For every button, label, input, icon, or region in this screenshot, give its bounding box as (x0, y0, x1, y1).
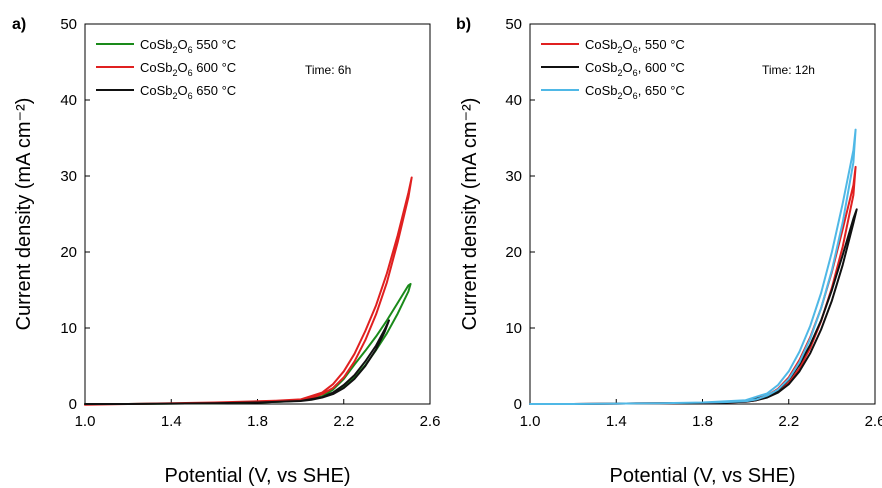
legend-subscript: 2 (173, 91, 178, 101)
x-tick-label: 1.4 (606, 413, 627, 430)
legend-subscript: 2 (618, 68, 623, 78)
legend-subscript: 2 (618, 45, 623, 55)
x-tick-label: 2.2 (778, 413, 799, 430)
x-axis-label: Potential (V, vs SHE) (609, 465, 795, 487)
legend-formula-part: O (178, 37, 188, 52)
legend-entry: CoSb2O6, 550 °C (585, 37, 685, 55)
legend-formula-part: O (623, 37, 633, 52)
series-line (84, 319, 390, 405)
legend-formula-part: O (178, 83, 188, 98)
legend-suffix: , 550 °C (638, 37, 685, 52)
y-tick-label: 0 (69, 396, 77, 413)
legend-suffix: , 600 °C (638, 60, 685, 75)
y-tick-label: 10 (60, 320, 77, 337)
y-tick-label: 0 (514, 396, 522, 413)
x-tick-label: 1.0 (520, 413, 541, 430)
x-axis-label: Potential (V, vs SHE) (164, 465, 350, 487)
y-tick-label: 10 (505, 320, 522, 337)
legend-entry: CoSb2O6, 600 °C (585, 60, 685, 78)
legend-subscript: 6 (188, 68, 193, 78)
legend-formula-part: CoSb (140, 60, 173, 75)
y-tick-label: 40 (60, 92, 77, 109)
legend-formula-part: CoSb (585, 60, 618, 75)
legend-entry: CoSb2O6 600 °C (140, 60, 236, 78)
legend-subscript: 2 (618, 91, 623, 101)
x-tick-label: 2.6 (865, 413, 882, 430)
series-line (84, 176, 413, 406)
legend-subscript: 6 (633, 45, 638, 55)
legend-suffix: 600 °C (193, 60, 237, 75)
legend-subscript: 6 (188, 45, 193, 55)
legend-suffix: 650 °C (193, 83, 237, 98)
y-tick-label: 20 (505, 244, 522, 261)
y-axis-label: Current density (mA cm⁻²) (459, 98, 481, 331)
legend-formula-part: O (623, 83, 633, 98)
y-tick-label: 20 (60, 244, 77, 261)
y-axis-label: Current density (mA cm⁻²) (13, 98, 35, 331)
panel-a: 1.0 1.4 1.8 2.2 2.6 0 10 20 30 40 50 Potential (V, … (12, 16, 440, 487)
panel-label: a) (12, 16, 26, 33)
y-tick-label: 30 (60, 168, 77, 185)
x-tick-label: 2.6 (420, 413, 441, 430)
legend-subscript: 6 (633, 91, 638, 101)
legend-subscript: 2 (173, 68, 178, 78)
legend-subscript: 6 (633, 68, 638, 78)
legend-formula-part: O (178, 60, 188, 75)
x-tick-label: 2.2 (333, 413, 354, 430)
legend-formula-part: CoSb (585, 37, 618, 52)
legend-subscript: 6 (188, 91, 193, 101)
legend-subscript: 2 (173, 45, 178, 55)
legend-formula-part: O (623, 60, 633, 75)
series-line (529, 128, 857, 405)
time-annotation: Time: 6h (305, 63, 351, 77)
y-tick-label: 50 (60, 16, 77, 33)
y-tick-label: 30 (505, 168, 522, 185)
legend-formula-part: CoSb (140, 83, 173, 98)
x-tick-label: 1.8 (692, 413, 713, 430)
legend-formula-part: CoSb (140, 37, 173, 52)
legend-entry: CoSb2O6, 650 °C (585, 83, 685, 101)
legend-entry: CoSb2O6 550 °C (140, 37, 236, 55)
legend-formula-part: CoSb (585, 83, 618, 98)
x-tick-label: 1.4 (161, 413, 182, 430)
x-tick-label: 1.8 (247, 413, 268, 430)
x-tick-label: 1.0 (75, 413, 96, 430)
y-tick-label: 50 (505, 16, 522, 33)
panel-label: b) (456, 16, 471, 33)
time-annotation: Time: 12h (762, 63, 815, 77)
panel-b: 1.0 1.4 1.8 2.2 2.6 0 10 20 30 40 50 Potential (V, … (456, 16, 882, 487)
legend-entry: CoSb2O6 650 °C (140, 83, 236, 101)
legend-suffix: 550 °C (193, 37, 237, 52)
y-tick-label: 40 (505, 92, 522, 109)
legend-suffix: , 650 °C (638, 83, 685, 98)
